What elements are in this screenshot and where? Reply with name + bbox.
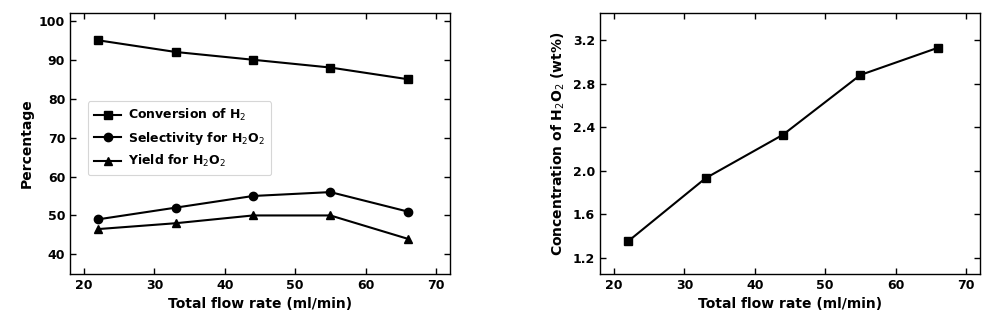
Selectivity for H$_2$O$_2$ — [247, 194, 259, 198]
Selectivity for H$_2$O$_2$ — [402, 210, 414, 214]
Selectivity for H$_2$O$_2$ — [92, 217, 104, 221]
Y-axis label: Percentage: Percentage — [19, 98, 33, 188]
Yield for H$_2$O$_2$ — [170, 221, 182, 225]
X-axis label: Total flow rate (ml/min): Total flow rate (ml/min) — [698, 297, 882, 311]
Yield for H$_2$O$_2$ — [402, 237, 414, 241]
Conversion of H$_2$ — [247, 58, 259, 62]
Y-axis label: Concentration of H$_2$O$_2$ (wt%): Concentration of H$_2$O$_2$ (wt%) — [550, 31, 567, 256]
Yield for H$_2$O$_2$ — [324, 214, 336, 217]
Yield for H$_2$O$_2$ — [247, 214, 259, 217]
Selectivity for H$_2$O$_2$ — [170, 206, 182, 210]
X-axis label: Total flow rate (ml/min): Total flow rate (ml/min) — [168, 297, 352, 311]
Line: Yield for H$_2$O$_2$: Yield for H$_2$O$_2$ — [94, 211, 412, 243]
Conversion of H$_2$ — [402, 77, 414, 81]
Line: Selectivity for H$_2$O$_2$: Selectivity for H$_2$O$_2$ — [94, 188, 412, 224]
Yield for H$_2$O$_2$ — [92, 227, 104, 231]
Conversion of H$_2$ — [170, 50, 182, 54]
Legend: Conversion of H$_2$, Selectivity for H$_2$O$_2$, Yield for H$_2$O$_2$: Conversion of H$_2$, Selectivity for H$_… — [88, 101, 271, 175]
Conversion of H$_2$ — [92, 38, 104, 42]
Selectivity for H$_2$O$_2$ — [324, 190, 336, 194]
Conversion of H$_2$ — [324, 66, 336, 69]
Line: Conversion of H$_2$: Conversion of H$_2$ — [94, 36, 412, 83]
